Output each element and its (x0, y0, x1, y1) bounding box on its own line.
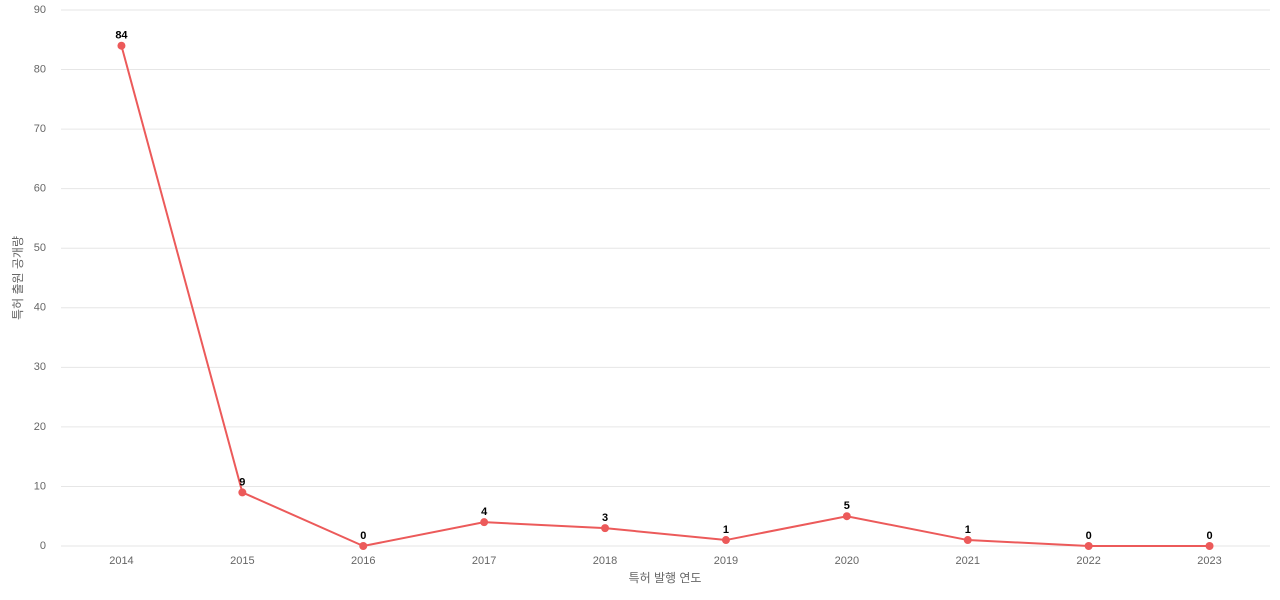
x-tick-label: 2023 (1197, 555, 1221, 567)
value-label: 9 (239, 476, 245, 488)
value-label: 0 (1206, 530, 1212, 542)
x-tick-label: 2021 (956, 555, 980, 567)
y-axis-title: 특허 출원 공개량 (11, 236, 25, 320)
point (963, 536, 972, 545)
x-tick-label: 2020 (835, 555, 859, 567)
y-tick-label: 30 (34, 361, 46, 373)
value-label: 1 (965, 524, 971, 536)
point (1084, 542, 1093, 550)
x-tick-label: 2018 (593, 555, 617, 567)
value-label: 3 (602, 512, 608, 524)
x-tick-label: 2019 (714, 555, 738, 567)
x-tick-label: 2017 (472, 555, 496, 567)
point (601, 524, 610, 533)
value-label: 1 (723, 524, 729, 536)
point (842, 512, 851, 521)
x-tick-label: 2015 (230, 555, 254, 567)
point (480, 518, 489, 527)
y-tick-label: 50 (34, 242, 46, 254)
point (1205, 542, 1214, 550)
value-label: 0 (360, 530, 366, 542)
y-tick-label: 20 (34, 421, 46, 433)
value-label: 84 (115, 30, 128, 42)
y-tick-label: 10 (34, 480, 46, 492)
x-tick-label: 2022 (1076, 555, 1100, 567)
y-tick-label: 70 (34, 123, 46, 135)
y-tick-label: 90 (34, 4, 46, 16)
y-tick-label: 80 (34, 63, 46, 75)
point (359, 542, 368, 550)
value-label: 5 (844, 500, 850, 512)
line (120, 45, 1210, 548)
point (721, 536, 730, 545)
y-tick-label: 60 (34, 183, 46, 195)
x-tick-label: 2016 (351, 555, 375, 567)
y-tick-label: 40 (34, 302, 46, 314)
x-axis-title: 특허 발행 연도 (629, 570, 702, 585)
y-tick-label: 0 (40, 540, 46, 552)
point (238, 488, 247, 497)
point (117, 41, 126, 50)
value-label: 4 (481, 506, 488, 518)
x-tick-label: 2014 (109, 555, 133, 567)
value-label: 0 (1086, 530, 1092, 542)
